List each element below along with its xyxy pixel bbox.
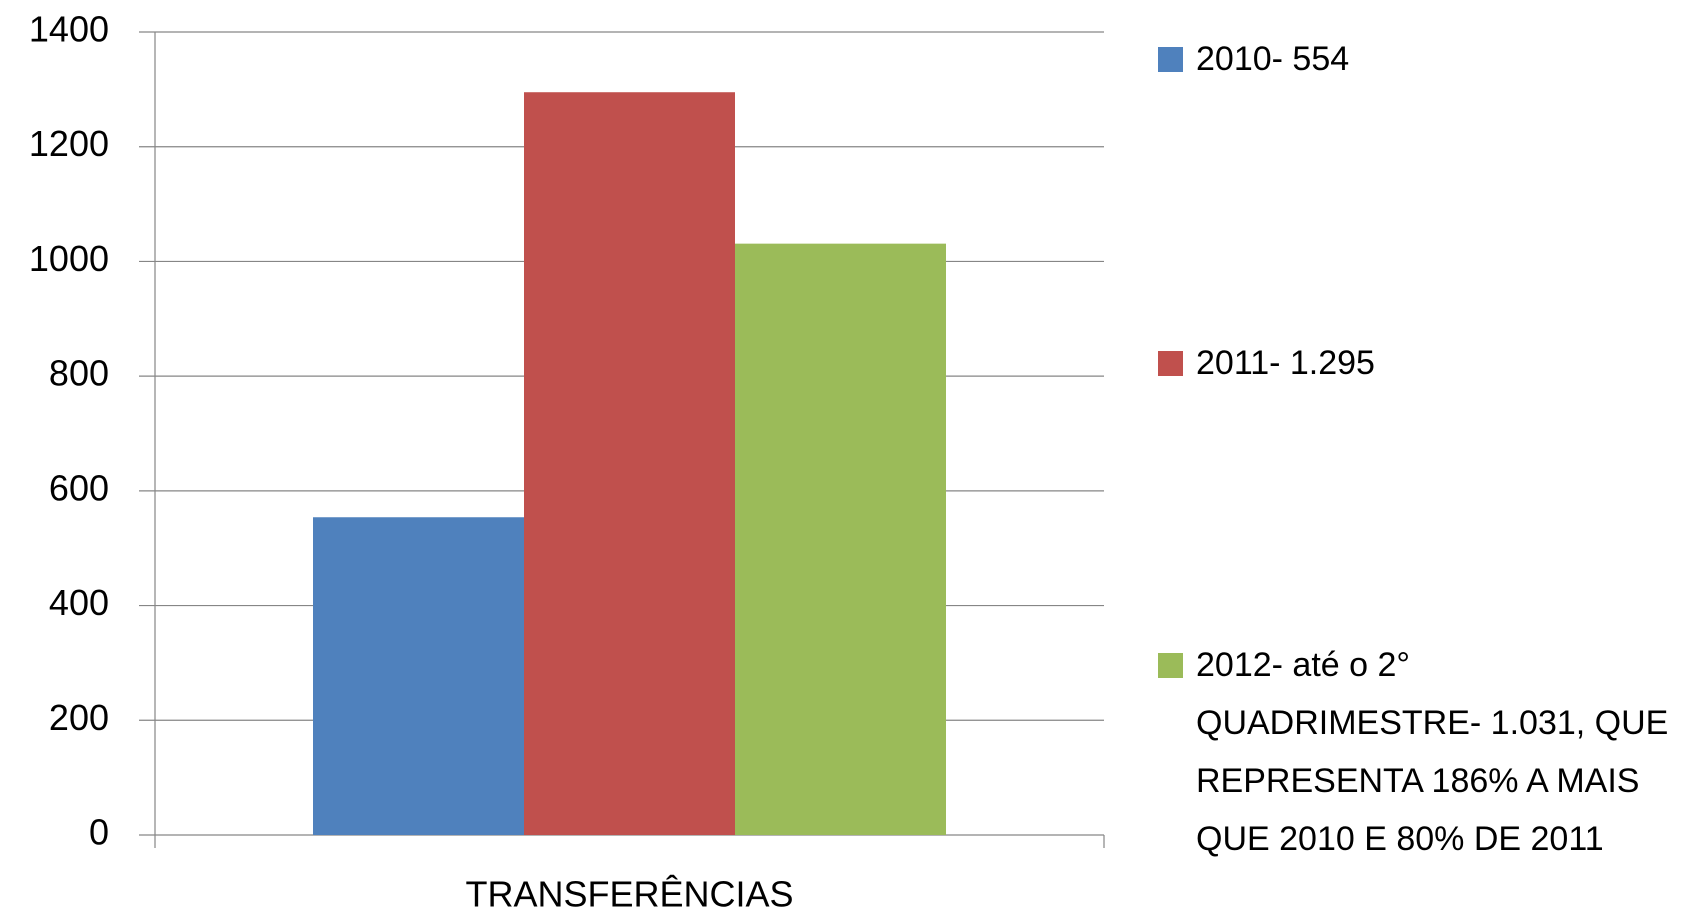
- bar: [735, 243, 946, 836]
- legend-item: 2011- 1.295: [1158, 334, 1696, 392]
- legend-label: 2011- 1.295: [1196, 344, 1375, 382]
- bar: [313, 517, 524, 835]
- legend-swatch: [1158, 653, 1183, 678]
- y-tick-label: 1200: [29, 123, 109, 164]
- y-tick-label: 1000: [29, 238, 109, 279]
- x-tick-label: TRANSFERÊNCIAS: [465, 874, 793, 915]
- legend-label: 2010- 554: [1196, 40, 1350, 78]
- y-tick-label: 800: [49, 353, 109, 394]
- y-tick-label: 0: [89, 812, 109, 853]
- legend-label: 2012- até o 2° QUADRIMESTRE- 1.031, QUE …: [1196, 646, 1669, 858]
- legend-item: 2010- 554: [1158, 30, 1696, 88]
- y-tick-label: 200: [49, 697, 109, 738]
- legend-swatch: [1158, 47, 1183, 72]
- y-tick-label: 400: [49, 582, 109, 623]
- y-tick-label: 1400: [29, 9, 109, 50]
- y-tick-label: 600: [49, 467, 109, 508]
- bar: [524, 92, 735, 836]
- legend-item: 2012- até o 2° QUADRIMESTRE- 1.031, QUE …: [1158, 636, 1696, 868]
- legend-swatch: [1158, 351, 1183, 376]
